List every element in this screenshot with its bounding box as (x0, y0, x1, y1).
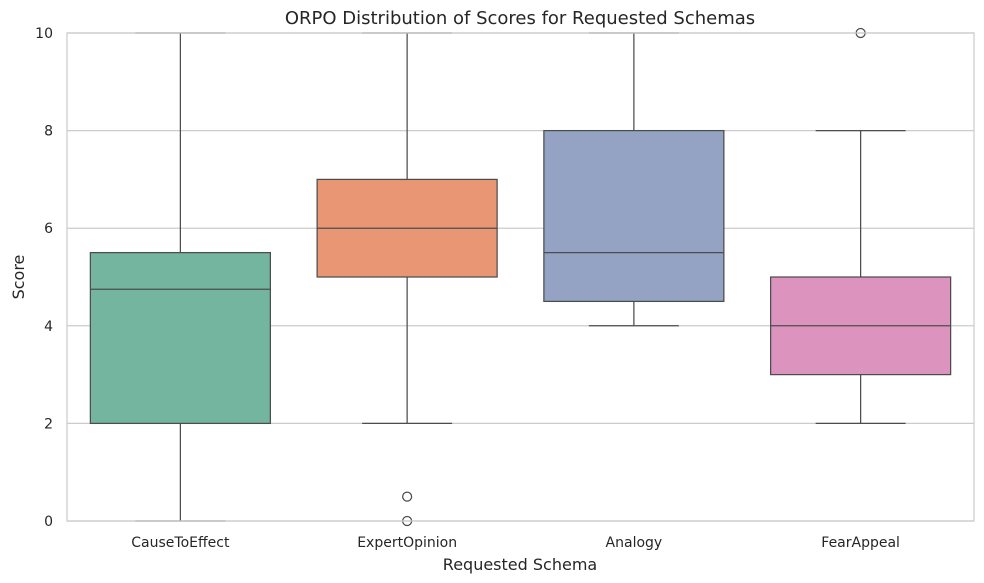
box-ExpertOpinion (316, 32, 498, 527)
y-tick-label: 8 (44, 124, 53, 140)
iqr-box (543, 129, 725, 303)
y-tick-label: 4 (44, 319, 53, 335)
y-tick-label: 0 (44, 514, 53, 530)
boxes (89, 27, 952, 527)
box-CauseToEffect (89, 32, 271, 522)
x-tick-label: ExpertOpinion (357, 535, 457, 551)
y-axis-label: Score (9, 255, 28, 300)
iqr-box (89, 251, 271, 425)
x-tick-label: CauseToEffect (131, 535, 230, 551)
tick-labels: 0 2 4 6 8 10 CauseToEffect ExpertOpinion Analogy… (35, 26, 900, 551)
x-axis-label: Requested Schema (443, 555, 597, 574)
x-tick-label: Analogy (606, 535, 663, 551)
box-FearAppeal (770, 27, 952, 425)
x-tick-label: FearAppeal (821, 535, 900, 551)
y-tick-label: 10 (35, 26, 53, 42)
plot-frame (66, 32, 975, 522)
outlier-point (402, 491, 413, 502)
y-tick-label: 6 (44, 221, 53, 237)
chart-title: ORPO Distribution of Scores for Requeste… (285, 8, 755, 29)
box-Analogy (543, 32, 725, 327)
y-tick-label: 2 (44, 416, 53, 432)
